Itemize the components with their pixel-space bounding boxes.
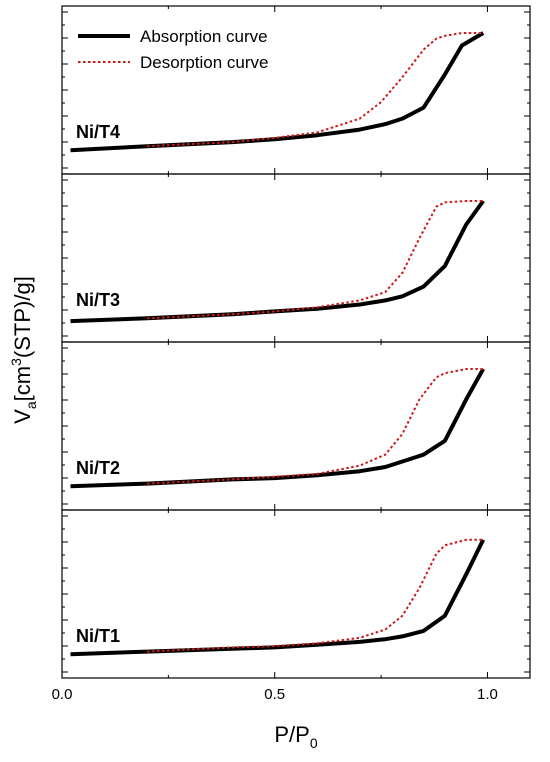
absorption-series-line — [70, 31, 485, 153]
panel-ni-t4: Ni/T4 — [61, 5, 531, 175]
y-title-rest: (STP)/g] — [10, 276, 35, 358]
panel-ni-t3: Ni/T3 — [61, 173, 531, 343]
panels-group: Ni/T4 Ni/T3 Ni/T2 Ni/T1 Absorption curve Deso… — [61, 5, 531, 679]
panel-label: Ni/T3 — [76, 290, 120, 310]
y-title-mid: [cm — [10, 366, 35, 401]
panel-frame — [61, 173, 531, 343]
desorption-series-line — [147, 200, 484, 320]
panel-label: Ni/T1 — [76, 626, 120, 646]
y-title-sup: 3 — [8, 358, 24, 366]
panel-label: Ni/T4 — [76, 122, 120, 142]
x-axis-title: P/P0 — [274, 722, 317, 751]
y-title-sub: a — [23, 401, 39, 409]
absorption-series-line — [70, 199, 485, 324]
desorption-series-line — [147, 32, 484, 148]
legend-desorption-label: Desorption curve — [140, 53, 269, 72]
axis-labels: P/P0 Va[cm3(STP)/g] — [8, 276, 318, 751]
x-axis-title-subscript: 0 — [310, 735, 318, 751]
x-tick-label: 0.0 — [52, 686, 73, 703]
panel-ni-t2: Ni/T2 — [61, 341, 531, 511]
panel-label: Ni/T2 — [76, 458, 120, 478]
legend: Absorption curve Desorption curve — [78, 27, 269, 72]
legend-absorption-label: Absorption curve — [140, 27, 268, 46]
absorption-series-line — [70, 368, 485, 489]
y-title-v: V — [10, 409, 35, 424]
x-axis: 0.0 0.5 1.0 — [52, 686, 498, 703]
x-tick-label: 1.0 — [477, 686, 498, 703]
x-tick-label: 0.5 — [264, 686, 285, 703]
desorption-series-line — [147, 538, 484, 653]
absorption-series-line — [70, 538, 485, 657]
desorption-series-line — [147, 368, 484, 485]
panel-ni-t1: Ni/T1 — [61, 509, 531, 679]
y-axis-title: Va[cm3(STP)/g] — [8, 276, 39, 424]
